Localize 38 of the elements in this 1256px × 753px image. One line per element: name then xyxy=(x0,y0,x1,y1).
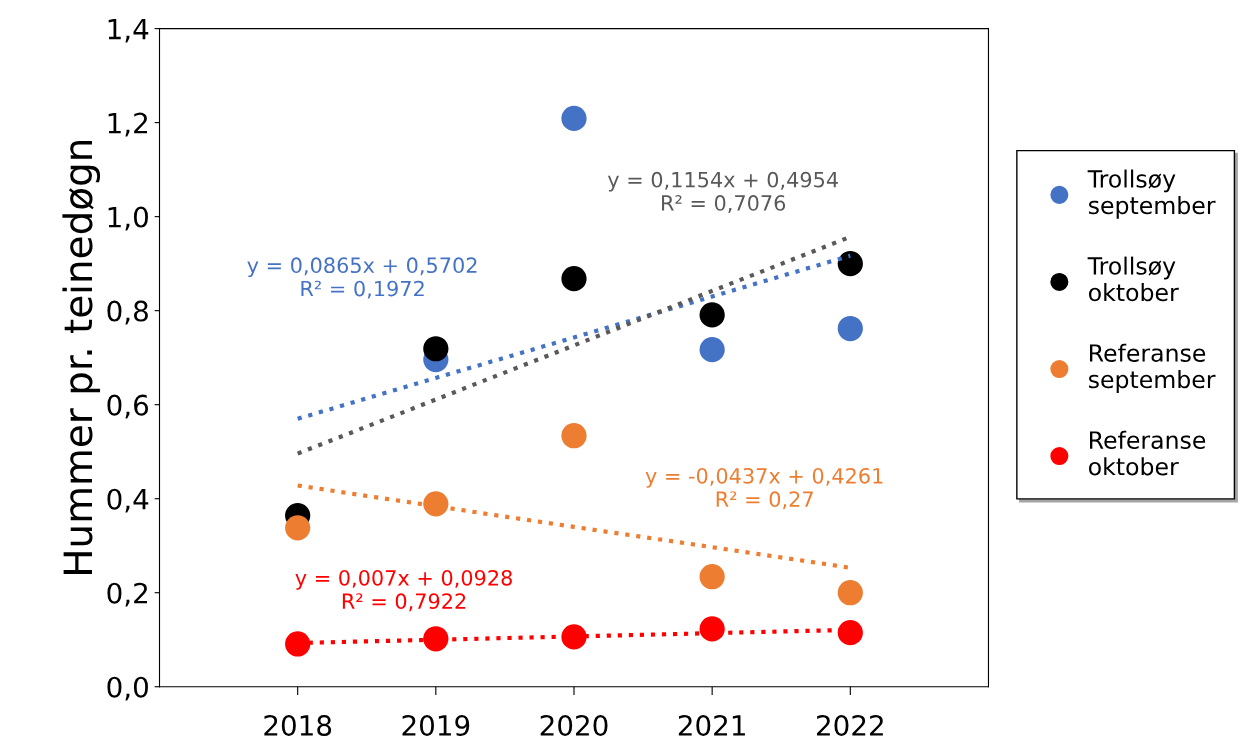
point xyxy=(699,616,725,642)
legend-label: Trollsøy oktober xyxy=(1087,256,1179,302)
y-tick-label: 1,0 xyxy=(108,206,148,231)
x-tick-label: 2020 xyxy=(540,715,608,737)
point xyxy=(285,515,311,541)
point xyxy=(699,302,725,328)
point xyxy=(837,315,863,342)
point xyxy=(837,580,863,606)
x-tick-label: 2019 xyxy=(402,715,470,737)
y-axis-title: Hummer pr. teinedøgn xyxy=(62,140,101,574)
legend-label: Referanse september xyxy=(1088,343,1216,393)
point xyxy=(561,266,587,292)
point xyxy=(699,337,725,363)
annotation: y = -0,0437x + 0,4261 R² = 0,27 xyxy=(645,467,883,510)
point xyxy=(423,336,449,362)
x-tick-label: 2018 xyxy=(264,715,332,737)
legend-label: Referanse oktober xyxy=(1088,430,1206,476)
y-tick-label: 1,2 xyxy=(108,112,148,137)
point xyxy=(423,626,449,652)
y-tick-label: 0,6 xyxy=(107,394,149,419)
point xyxy=(561,105,587,132)
annotation: y = 0,1154x + 0,4954 R² = 0,7076 xyxy=(607,171,838,213)
point xyxy=(561,423,587,449)
point xyxy=(837,251,863,277)
annotation: y = 0,007x + 0,0928 R² = 0,7922 xyxy=(295,569,512,612)
point xyxy=(285,631,311,657)
x-tick-label: 2022 xyxy=(817,715,883,737)
annotation: y = 0,0865x + 0,5702 R² = 0,1972 xyxy=(247,257,477,299)
y-tick-label: 0,8 xyxy=(107,300,148,325)
y-tick-label: 0,4 xyxy=(107,488,149,513)
point xyxy=(699,564,725,590)
y-tick-label: 0,0 xyxy=(107,676,148,701)
point xyxy=(423,491,449,517)
legend-label: Trollsøy september xyxy=(1087,169,1216,219)
y-tick-label: 0,2 xyxy=(107,582,148,607)
point xyxy=(837,620,863,646)
y-tick-label: 1,4 xyxy=(108,18,149,43)
x-tick-label: 2021 xyxy=(678,715,745,737)
